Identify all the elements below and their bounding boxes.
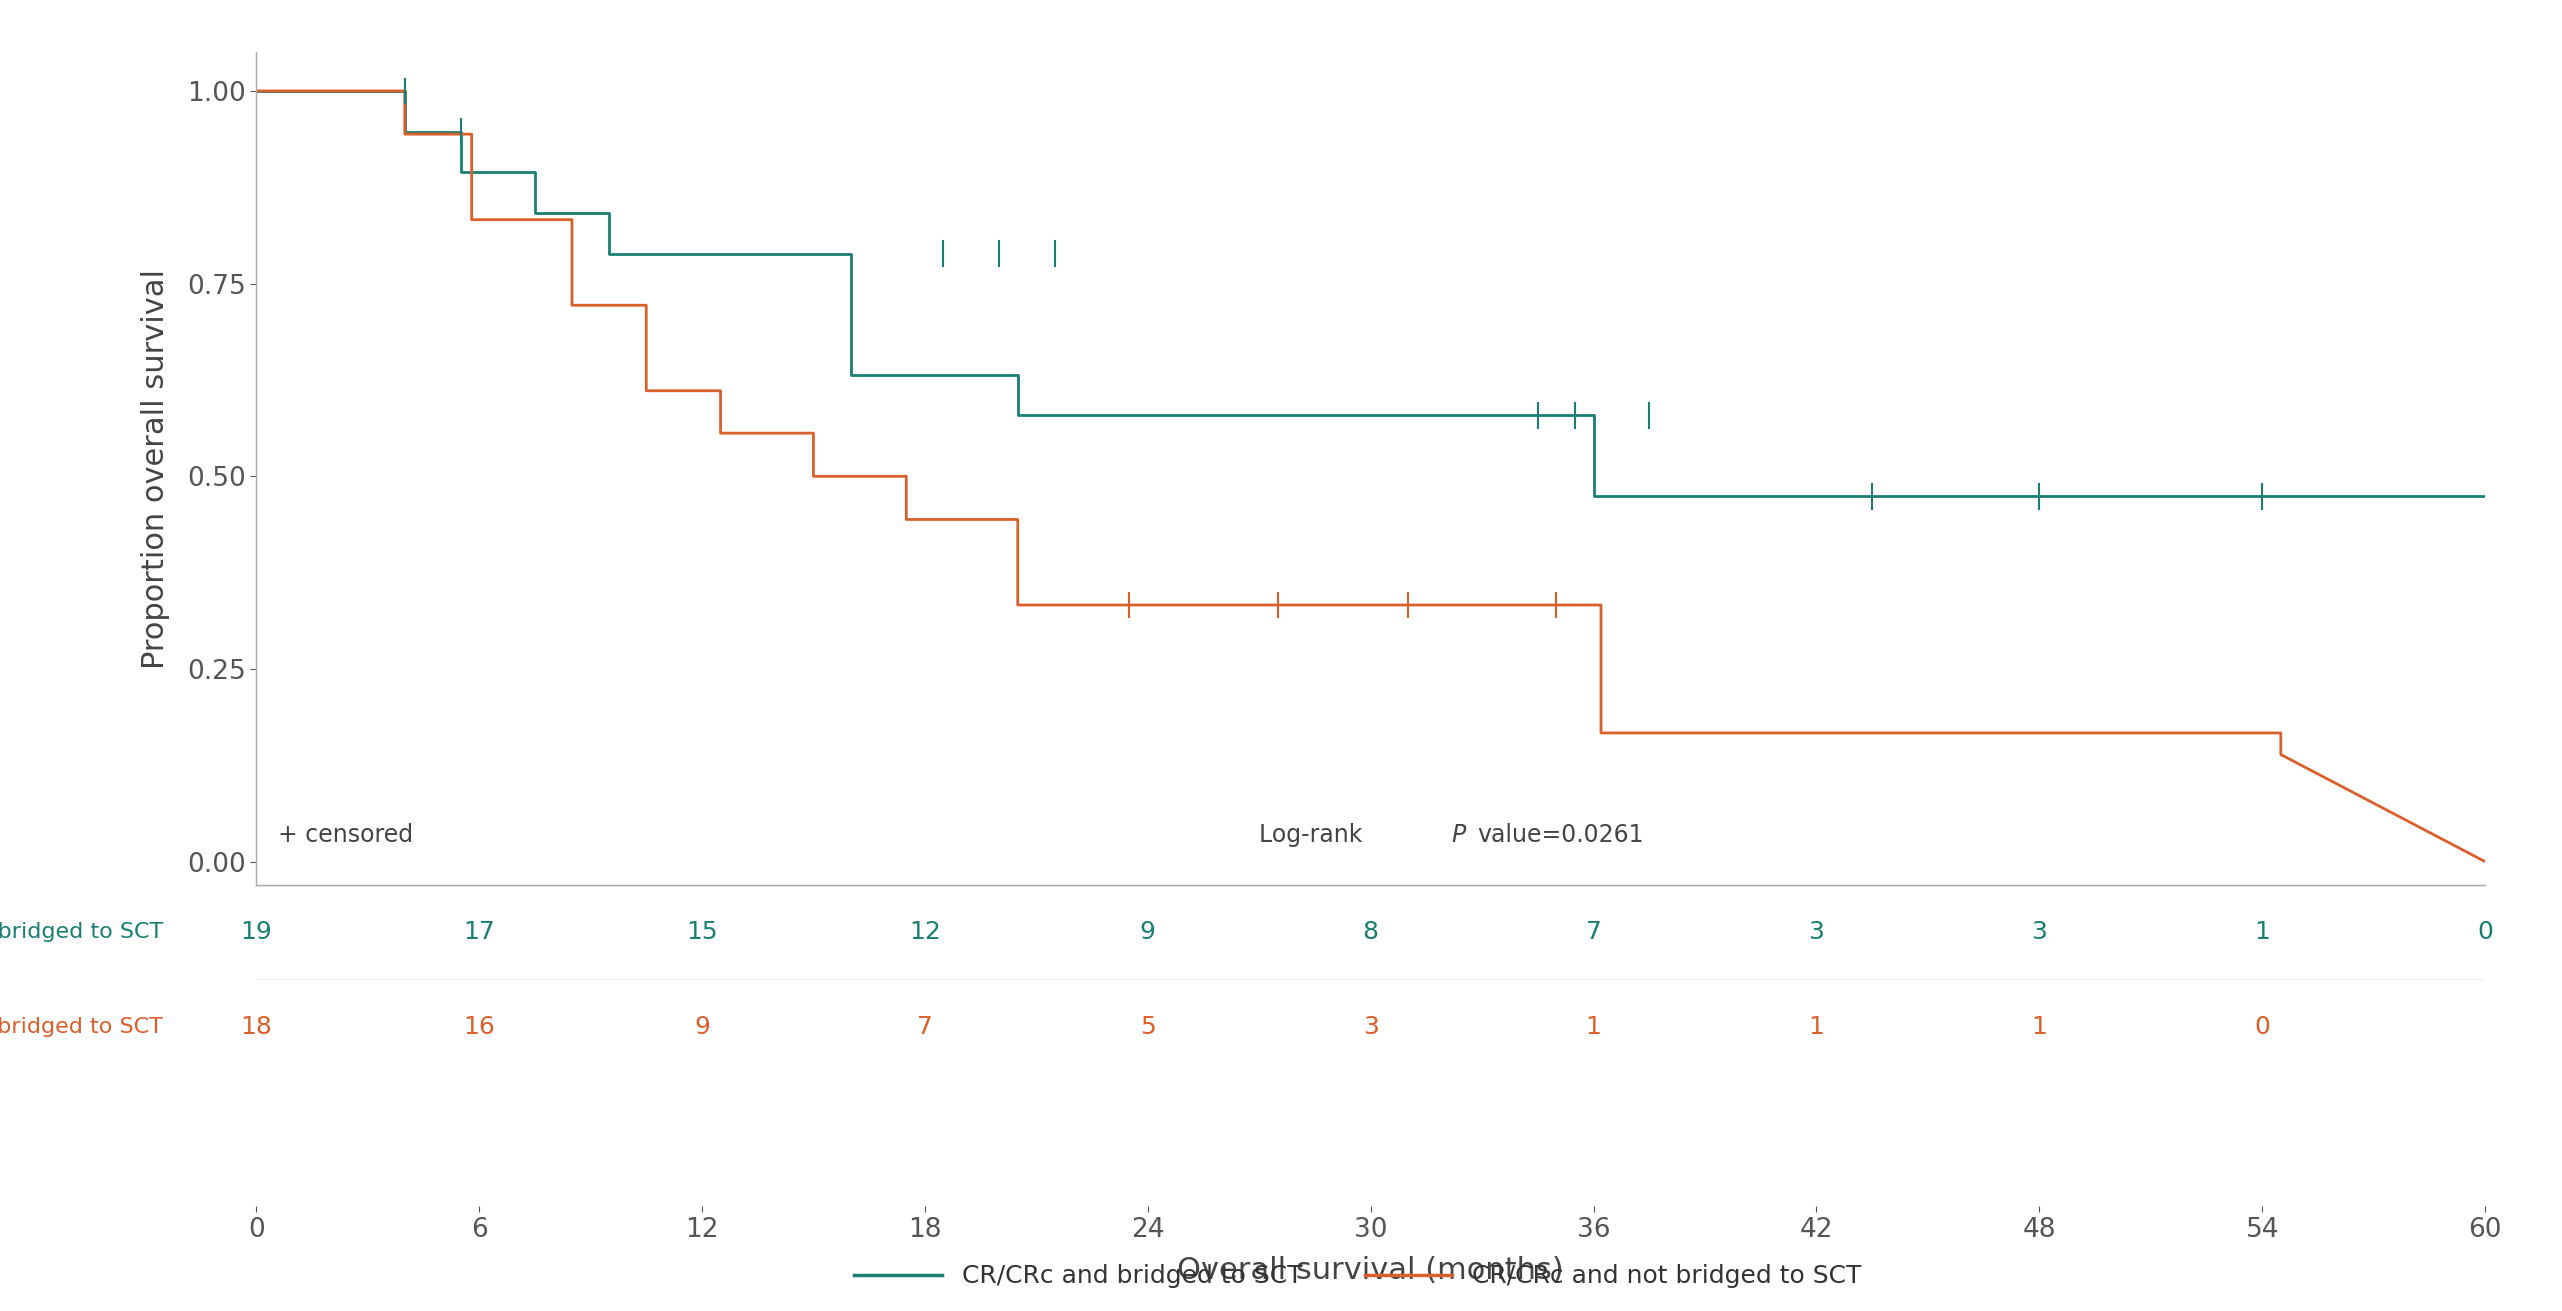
Text: 3: 3 (1809, 920, 1824, 944)
Text: 18: 18 (241, 1016, 272, 1040)
Text: 1: 1 (1586, 1016, 1601, 1040)
Text: Log-rank: Log-rank (1261, 823, 1371, 847)
X-axis label: Overall survival (months): Overall survival (months) (1179, 1256, 1563, 1285)
Text: P: P (1450, 823, 1465, 847)
Text: 9: 9 (1140, 920, 1155, 944)
Text: 12: 12 (910, 920, 940, 944)
Text: 16: 16 (464, 1016, 494, 1040)
Text: 17: 17 (464, 920, 494, 944)
Text: 7: 7 (917, 1016, 933, 1040)
Text: 15: 15 (687, 920, 717, 944)
Text: 9: 9 (694, 1016, 710, 1040)
Text: 3: 3 (1363, 1016, 1378, 1040)
Text: CR/CRc and bridged to SCT: CR/CRc and bridged to SCT (0, 923, 164, 943)
Text: 5: 5 (1140, 1016, 1155, 1040)
Text: 3: 3 (2032, 920, 2047, 944)
Text: + censored: + censored (279, 823, 412, 847)
Text: 8: 8 (1363, 920, 1378, 944)
Text: 0: 0 (2255, 1016, 2270, 1040)
Text: value=0.0261: value=0.0261 (1478, 823, 1645, 847)
Text: 1: 1 (2255, 920, 2270, 944)
Text: 1: 1 (1809, 1016, 1824, 1040)
Text: CR/CRc and not bridged to SCT: CR/CRc and not bridged to SCT (0, 1017, 164, 1037)
Text: 7: 7 (1586, 920, 1601, 944)
Text: 19: 19 (241, 920, 272, 944)
Text: 0: 0 (2477, 920, 2493, 944)
Y-axis label: Proportion overall survival: Proportion overall survival (141, 269, 169, 669)
Text: 1: 1 (2032, 1016, 2047, 1040)
Legend: CR/CRc and bridged to SCT, CR/CRc and not bridged to SCT: CR/CRc and bridged to SCT, CR/CRc and no… (843, 1255, 1873, 1298)
